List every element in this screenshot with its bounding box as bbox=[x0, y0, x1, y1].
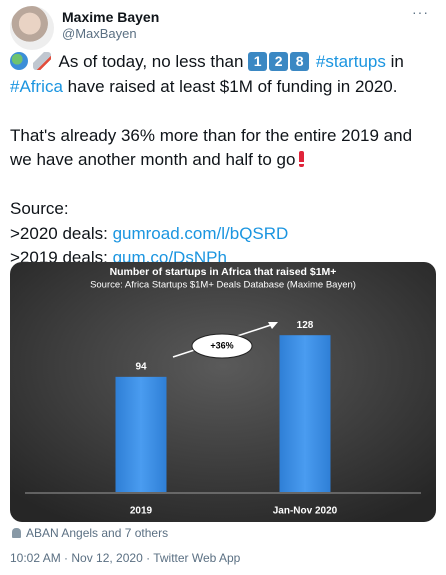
likes-text[interactable]: ABAN Angels and 7 others bbox=[26, 526, 169, 540]
data-label: 128 bbox=[297, 320, 314, 331]
x-tick-label: 2019 bbox=[130, 506, 153, 517]
likes[interactable]: ABAN Angels and 7 others bbox=[12, 526, 168, 540]
person-icon bbox=[12, 528, 21, 538]
hashtag[interactable]: #startups bbox=[315, 52, 386, 71]
text: we have another month and half to go bbox=[10, 150, 296, 169]
x-tick-label: Jan-Nov 2020 bbox=[273, 506, 338, 517]
chart-subtitle: Source: Africa Startups $1M+ Deals Datab… bbox=[90, 280, 356, 291]
keycap: 2 bbox=[269, 52, 289, 71]
text: in bbox=[390, 52, 404, 71]
timestamp: 10:02 AM · Nov 12, 2020 · Twitter Web Ap… bbox=[10, 551, 241, 565]
link[interactable]: gumroad.com/l/bQSRD bbox=[112, 223, 289, 243]
author-handle[interactable]: @MaxBayen bbox=[62, 26, 137, 41]
chart-title: Number of startups in Africa that raised… bbox=[110, 266, 337, 278]
globe-emoji bbox=[10, 52, 28, 70]
exclamation-emoji bbox=[299, 151, 305, 167]
bar bbox=[115, 376, 167, 492]
text: >2020 deals: bbox=[10, 223, 108, 243]
annotation: +36% bbox=[210, 340, 233, 350]
text: That's already 36% more than for the ent… bbox=[10, 125, 413, 145]
annotation-arrowhead bbox=[268, 322, 278, 329]
hashtag[interactable]: #Africa bbox=[10, 76, 63, 96]
text: have raised at least $1M of funding in 2… bbox=[67, 76, 398, 96]
text: Source: bbox=[10, 199, 69, 218]
text: As of today, no less than bbox=[58, 52, 244, 71]
rocket-emoji bbox=[32, 52, 51, 70]
keycap: 8 bbox=[290, 52, 310, 71]
data-label: 94 bbox=[135, 361, 147, 372]
keycap: 1 bbox=[248, 52, 268, 71]
annotation-bubble bbox=[191, 333, 253, 359]
more-menu[interactable]: ··· bbox=[412, 4, 429, 20]
chart-image[interactable]: Number of startups in Africa that raised… bbox=[10, 262, 436, 522]
avatar[interactable] bbox=[10, 6, 54, 50]
chart-background bbox=[10, 262, 436, 522]
bar bbox=[279, 335, 331, 492]
author-name[interactable]: Maxime Bayen bbox=[62, 9, 160, 25]
